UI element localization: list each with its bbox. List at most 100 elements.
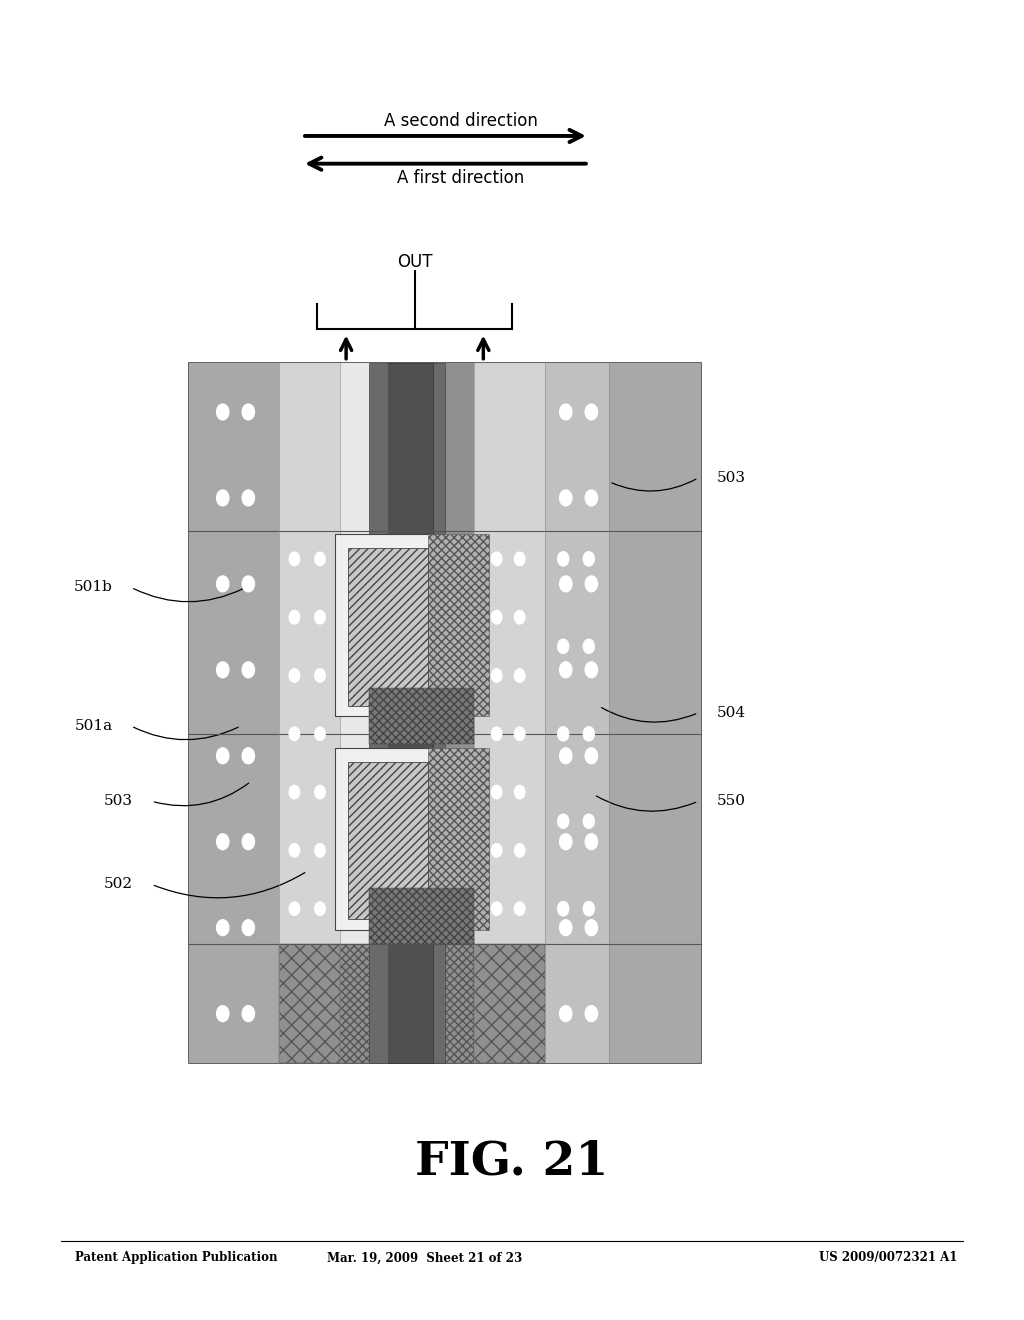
Circle shape bbox=[585, 920, 598, 936]
Bar bbox=[387, 363, 473, 531]
Circle shape bbox=[585, 748, 598, 764]
Bar bbox=[387, 734, 473, 944]
Bar bbox=[609, 734, 701, 944]
Bar bbox=[279, 734, 340, 944]
Text: 502: 502 bbox=[104, 878, 133, 891]
Circle shape bbox=[217, 576, 229, 591]
Bar bbox=[336, 535, 442, 717]
Bar bbox=[428, 747, 489, 929]
Bar bbox=[189, 363, 279, 531]
Circle shape bbox=[314, 610, 326, 624]
Circle shape bbox=[289, 902, 300, 916]
Circle shape bbox=[585, 490, 598, 506]
Circle shape bbox=[217, 1006, 229, 1022]
Text: 504: 504 bbox=[717, 706, 745, 719]
Text: OUT: OUT bbox=[397, 253, 432, 272]
Circle shape bbox=[242, 920, 254, 936]
Text: US 2009/0072321 A1: US 2009/0072321 A1 bbox=[819, 1251, 957, 1265]
Circle shape bbox=[242, 490, 254, 506]
Circle shape bbox=[514, 610, 525, 624]
Circle shape bbox=[514, 552, 525, 565]
Circle shape bbox=[492, 610, 502, 624]
Circle shape bbox=[314, 785, 326, 799]
Circle shape bbox=[559, 576, 571, 591]
Text: 501b: 501b bbox=[74, 581, 113, 594]
Circle shape bbox=[242, 576, 254, 591]
Bar bbox=[340, 734, 387, 944]
Circle shape bbox=[585, 834, 598, 850]
Circle shape bbox=[217, 661, 229, 677]
Text: Mar. 19, 2009  Sheet 21 of 23: Mar. 19, 2009 Sheet 21 of 23 bbox=[328, 1251, 522, 1265]
Circle shape bbox=[492, 843, 502, 857]
Circle shape bbox=[584, 902, 594, 916]
Bar bbox=[473, 363, 545, 531]
Bar bbox=[340, 944, 473, 1063]
Circle shape bbox=[585, 1006, 598, 1022]
Circle shape bbox=[585, 576, 598, 591]
Circle shape bbox=[558, 814, 568, 829]
Circle shape bbox=[314, 843, 326, 857]
Circle shape bbox=[514, 785, 525, 799]
Circle shape bbox=[217, 490, 229, 506]
Circle shape bbox=[289, 727, 300, 741]
Circle shape bbox=[559, 920, 571, 936]
Circle shape bbox=[314, 552, 326, 565]
Circle shape bbox=[289, 552, 300, 565]
Text: A first direction: A first direction bbox=[397, 169, 524, 187]
Circle shape bbox=[242, 1006, 254, 1022]
Bar bbox=[189, 944, 279, 1063]
Circle shape bbox=[217, 404, 229, 420]
Bar bbox=[279, 944, 340, 1063]
Bar bbox=[545, 531, 609, 734]
Circle shape bbox=[314, 669, 326, 682]
Circle shape bbox=[492, 669, 502, 682]
Bar bbox=[189, 363, 701, 1063]
Circle shape bbox=[514, 843, 525, 857]
Bar bbox=[369, 363, 445, 1063]
Bar bbox=[348, 762, 428, 919]
Circle shape bbox=[242, 834, 254, 850]
Bar bbox=[340, 531, 387, 734]
Bar bbox=[473, 944, 545, 1063]
Circle shape bbox=[559, 490, 571, 506]
Circle shape bbox=[289, 785, 300, 799]
Bar bbox=[545, 944, 609, 1063]
Bar bbox=[369, 887, 473, 944]
Bar bbox=[609, 944, 701, 1063]
Bar bbox=[473, 734, 545, 944]
Bar bbox=[387, 944, 473, 1063]
Circle shape bbox=[584, 814, 594, 829]
Text: A second direction: A second direction bbox=[384, 112, 538, 131]
Circle shape bbox=[585, 404, 598, 420]
Bar bbox=[348, 548, 428, 706]
Circle shape bbox=[559, 404, 571, 420]
Circle shape bbox=[585, 661, 598, 677]
Text: FIG. 21: FIG. 21 bbox=[416, 1139, 608, 1184]
Text: 550: 550 bbox=[717, 795, 745, 808]
Circle shape bbox=[289, 843, 300, 857]
Bar bbox=[336, 747, 442, 929]
Bar bbox=[279, 363, 340, 531]
Circle shape bbox=[514, 669, 525, 682]
Text: Patent Application Publication: Patent Application Publication bbox=[75, 1251, 278, 1265]
Circle shape bbox=[242, 748, 254, 764]
Bar bbox=[369, 688, 473, 744]
Bar bbox=[340, 363, 387, 531]
Circle shape bbox=[289, 669, 300, 682]
Bar bbox=[189, 734, 279, 944]
Circle shape bbox=[492, 727, 502, 741]
Circle shape bbox=[558, 639, 568, 653]
Text: 503: 503 bbox=[717, 471, 745, 484]
Bar bbox=[387, 531, 473, 734]
Circle shape bbox=[559, 1006, 571, 1022]
Bar bbox=[279, 531, 340, 734]
Circle shape bbox=[514, 902, 525, 916]
Circle shape bbox=[314, 902, 326, 916]
Circle shape bbox=[314, 727, 326, 741]
Circle shape bbox=[584, 639, 594, 653]
Circle shape bbox=[217, 748, 229, 764]
Circle shape bbox=[492, 785, 502, 799]
Circle shape bbox=[242, 404, 254, 420]
Bar bbox=[545, 734, 609, 944]
Text: 501a: 501a bbox=[75, 719, 113, 733]
